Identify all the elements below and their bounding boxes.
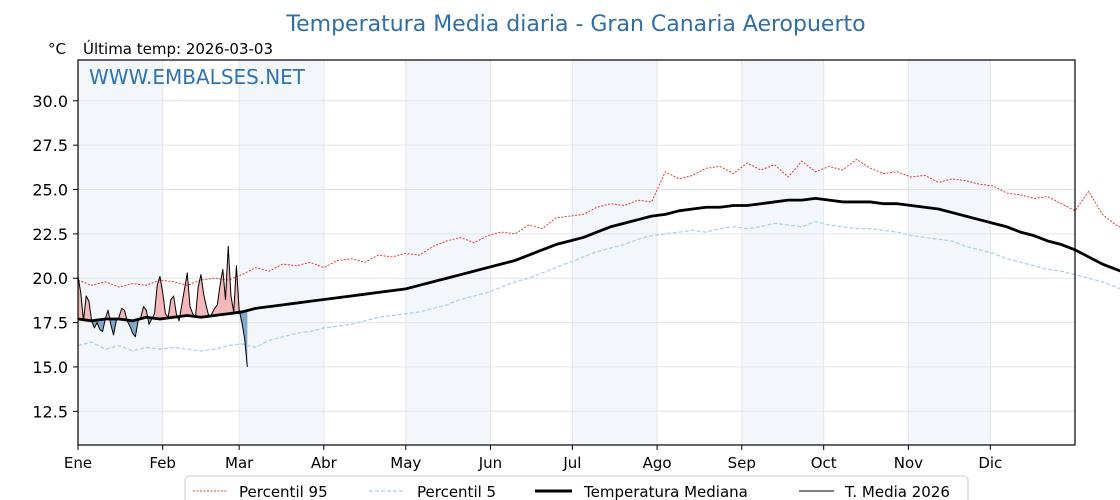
x-tick-label: Abr xyxy=(311,454,338,472)
fill-below-median xyxy=(244,310,248,367)
legend-frame xyxy=(184,475,969,500)
fill-above-median xyxy=(159,276,163,320)
x-tick-label: Jul xyxy=(562,454,581,472)
x-tick-label: Nov xyxy=(894,454,923,472)
fill-above-median xyxy=(170,295,174,318)
x-tick-label: May xyxy=(390,454,421,472)
y-tick-label: 20.0 xyxy=(32,269,68,288)
y-tick-label: 30.0 xyxy=(32,92,68,111)
month-band xyxy=(572,60,658,445)
fill-above-median xyxy=(184,272,188,316)
legend: Percentil 95 Percentil 5 Temperatura Med… xyxy=(184,475,969,500)
p5-line xyxy=(77,220,1120,352)
current-year-line xyxy=(77,245,248,367)
x-tick-label: Jun xyxy=(478,454,502,472)
x-tick-label: Ene xyxy=(64,454,92,472)
last-temp-label: Última temp: 2026-03-03 xyxy=(83,39,273,58)
fill-above-median xyxy=(86,295,89,321)
x-tick-label: Dic xyxy=(978,454,1002,472)
month-band xyxy=(78,60,163,445)
month-band xyxy=(908,60,991,445)
month-band xyxy=(239,60,324,445)
x-axis: Ene Feb Mar Abr May Jun Jul Ago Sep Oct Nov Dic xyxy=(64,445,1002,472)
month-bands xyxy=(78,60,991,445)
y-tick-label: 27.5 xyxy=(32,136,68,155)
fill-above-median xyxy=(121,308,125,320)
x-tick-label: Oct xyxy=(811,454,837,472)
y-tick-label: 17.5 xyxy=(32,314,68,333)
fill-above-median xyxy=(220,269,223,315)
x-tick-label: Mar xyxy=(225,454,254,472)
y-tick-label: 15.0 xyxy=(32,358,68,377)
median-line xyxy=(77,196,1120,323)
fill-below-median xyxy=(99,319,103,332)
x-tick-label: Sep xyxy=(728,454,756,472)
y-tick-label: 12.5 xyxy=(32,402,68,421)
fill-above-median xyxy=(203,294,207,317)
plot-frame xyxy=(77,59,1076,446)
y-tick-label: 22.5 xyxy=(32,225,68,244)
series-lines xyxy=(77,158,1120,367)
month-band xyxy=(741,60,824,445)
fill-below-median xyxy=(129,320,133,334)
fill-above-median xyxy=(78,276,81,320)
fill-above-median xyxy=(157,276,160,320)
x-tick-label: Ago xyxy=(643,454,672,472)
unit-label: °C xyxy=(48,40,66,58)
x-tick-label: Feb xyxy=(149,454,176,472)
y-axis: 12.5 15.0 17.5 20.0 22.5 25.0 27.5 30.0 xyxy=(32,92,78,421)
chart-title: Temperatura Media diaria - Gran Canaria … xyxy=(285,12,865,37)
legend-p95-label: Percentil 95 xyxy=(239,483,328,500)
fill-below-median xyxy=(132,320,136,337)
fill-above-median xyxy=(200,274,204,318)
legend-median-label: Temperatura Mediana xyxy=(583,483,748,500)
legend-current-label: T. Media 2026 xyxy=(844,483,950,500)
month-band xyxy=(405,60,491,445)
watermark: WWW.EMBALSES.NET xyxy=(89,65,306,89)
y-tick-label: 25.0 xyxy=(32,181,68,200)
legend-p5-label: Percentil 5 xyxy=(417,483,496,500)
